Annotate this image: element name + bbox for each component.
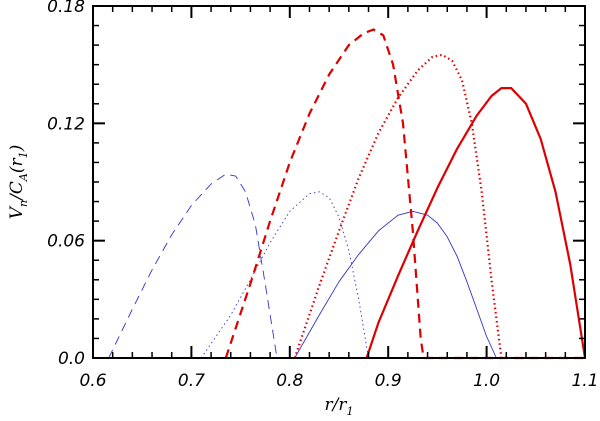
plot-frame: [92, 5, 586, 359]
x-tick-label: 0.8: [276, 371, 303, 391]
series-line-4: [224, 28, 585, 360]
series-line-5: [293, 53, 503, 359]
y-tick-label: 0.06: [47, 232, 85, 252]
series-line-2: [200, 191, 369, 359]
series-layer: [108, 28, 587, 360]
x-tick-label: 1.1: [571, 371, 598, 391]
series-line-6: [365, 87, 587, 359]
y-tick-label: 0.18: [47, 0, 85, 17]
x-tick-labels: 0.6 0.7 0.8 0.9 1.0 1.1: [79, 371, 598, 391]
x-axis-label: r/r1: [325, 395, 354, 418]
y-tick-label: 0.0: [58, 349, 85, 369]
y-tick-labels: 0.0 0.06 0.12 0.18: [47, 0, 85, 369]
y-tick-label: 0.12: [47, 114, 85, 134]
x-tick-label: 0.9: [375, 371, 402, 391]
y-axis-label: Vn/CA(r1): [7, 145, 30, 219]
x-tick-label: 0.6: [79, 371, 106, 391]
x-tick-label: 1.0: [473, 371, 500, 391]
x-tick-label: 0.7: [178, 371, 205, 391]
series-line-3: [294, 210, 497, 359]
series-line-1: [108, 173, 278, 359]
